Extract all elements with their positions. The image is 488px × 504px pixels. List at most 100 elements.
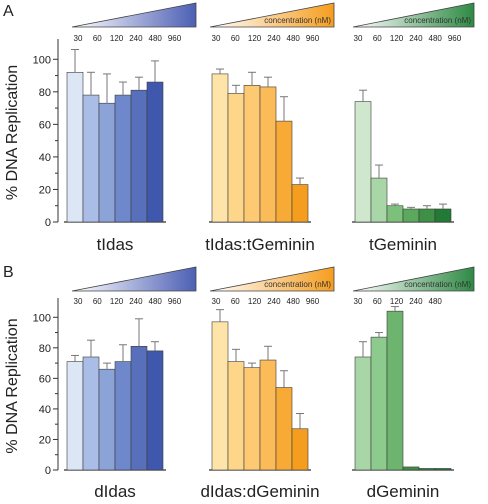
concentration-label: 480 xyxy=(149,34,163,43)
bar xyxy=(291,184,309,223)
concentration-label: 60 xyxy=(231,297,240,306)
bar xyxy=(434,208,452,223)
group-didas-dgeminin: concentration (nM) 30 60 120 240 480 960 dIdas:… xyxy=(200,266,335,501)
bar xyxy=(291,428,309,471)
concentration-label: 240 xyxy=(267,297,281,306)
concentration-wedge xyxy=(71,266,197,292)
concentration-label: 120 xyxy=(248,34,262,43)
bar xyxy=(259,359,277,471)
bar xyxy=(243,367,261,471)
concentration-label: 60 xyxy=(231,34,240,43)
panel-label: A xyxy=(3,3,14,20)
bar xyxy=(275,387,293,471)
panel-b: B % DNA Replication 0 20 40 60 80 100 30 60 120 240… xyxy=(3,264,475,501)
bar xyxy=(354,356,372,471)
bar xyxy=(354,101,372,223)
concentration-label: 60 xyxy=(373,34,382,43)
bar xyxy=(418,208,436,223)
concentration-wedge xyxy=(209,2,335,28)
concentration-label: 240 xyxy=(129,297,143,306)
y-axis-label: % DNA Replication xyxy=(4,65,21,200)
bar xyxy=(259,86,277,223)
y-tick-label: 100 xyxy=(33,312,51,324)
group-label: dIdas xyxy=(94,482,136,499)
y-tick-label: 40 xyxy=(39,404,51,416)
concentration-label: 60 xyxy=(93,297,102,306)
y-axis-label: % DNA Replication xyxy=(4,318,21,453)
bar xyxy=(434,468,452,471)
bar xyxy=(66,71,84,223)
concentration-label: 960 xyxy=(168,297,182,306)
concentration-label: 240 xyxy=(409,297,423,306)
bar xyxy=(402,208,420,223)
concentration-label: 30 xyxy=(212,34,221,43)
bar xyxy=(275,120,293,223)
group-label: tIdas:tGeminin xyxy=(205,235,315,254)
wedge-label: concentration (nM) xyxy=(264,16,331,25)
bar xyxy=(146,81,164,223)
bar xyxy=(82,356,100,471)
y-tick-label: 20 xyxy=(39,434,51,446)
bar xyxy=(130,345,148,471)
bar xyxy=(211,73,229,223)
concentration-label: 240 xyxy=(129,34,143,43)
bar xyxy=(66,361,84,471)
y-tick-label: 60 xyxy=(39,119,51,131)
wedge-label: concentration (nM) xyxy=(404,280,471,289)
bar xyxy=(370,336,388,471)
bar xyxy=(418,468,436,471)
concentration-label: 30 xyxy=(354,297,363,306)
bar xyxy=(114,361,132,471)
concentration-wedge xyxy=(71,2,197,28)
concentration-label: 30 xyxy=(74,297,83,306)
concentration-label: 480 xyxy=(149,297,163,306)
bar xyxy=(146,350,164,471)
group-label: dGeminin xyxy=(367,482,440,499)
bar xyxy=(402,466,420,471)
concentration-label: 60 xyxy=(93,34,102,43)
concentration-wedge xyxy=(352,2,475,28)
bar xyxy=(114,94,132,223)
concentration-label: 30 xyxy=(74,34,83,43)
concentration-label: 120 xyxy=(110,297,124,306)
y-tick-label: 20 xyxy=(39,184,51,196)
bar xyxy=(98,368,116,471)
group-didas: 30 60 120 240 480 960 dIdas xyxy=(64,266,197,501)
concentration-label: 120 xyxy=(110,34,124,43)
group-tidas-tgeminin: concentration (nM) 30 60 120 240 480 960 tIdas:… xyxy=(205,2,335,254)
concentration-label: 480 xyxy=(287,297,301,306)
y-tick-label: 60 xyxy=(39,373,51,385)
concentration-label: 120 xyxy=(248,297,262,306)
concentration-wedge xyxy=(209,266,335,292)
y-tick-label: 80 xyxy=(39,87,51,99)
wedge-label: concentration (nM) xyxy=(404,16,471,25)
bar xyxy=(98,102,116,223)
group-tgeminin: concentration (nM) 30 60 120 240 480 960 tGemin… xyxy=(352,2,475,254)
y-tick-label: 100 xyxy=(33,54,51,66)
bar xyxy=(370,177,388,223)
panel-a: A % DNA Replication 0 20 40 60 80 100 30 60 120 240… xyxy=(3,2,475,254)
panel-label: B xyxy=(3,264,14,281)
y-tick-label: 80 xyxy=(39,343,51,355)
group-tidas: 30 60 120 240 480 960 tIdas xyxy=(64,2,197,254)
bar xyxy=(227,361,245,471)
concentration-label: 960 xyxy=(448,34,462,43)
y-tick-label: 0 xyxy=(45,465,51,477)
y-tick-label: 40 xyxy=(39,152,51,164)
concentration-label: 960 xyxy=(306,297,320,306)
group-label: tGeminin xyxy=(369,235,437,254)
concentration-label: 960 xyxy=(168,34,182,43)
wedge-label: concentration (nM) xyxy=(264,280,331,289)
bar xyxy=(211,321,229,471)
group-label: dIdas:dGeminin xyxy=(200,482,319,499)
concentration-label: 240 xyxy=(409,34,423,43)
bar xyxy=(243,85,261,223)
y-tick-label: 0 xyxy=(45,217,51,229)
bar xyxy=(386,205,404,223)
concentration-label: 480 xyxy=(287,34,301,43)
concentration-label: 120 xyxy=(390,34,404,43)
bar xyxy=(227,93,245,223)
bar xyxy=(130,89,148,223)
